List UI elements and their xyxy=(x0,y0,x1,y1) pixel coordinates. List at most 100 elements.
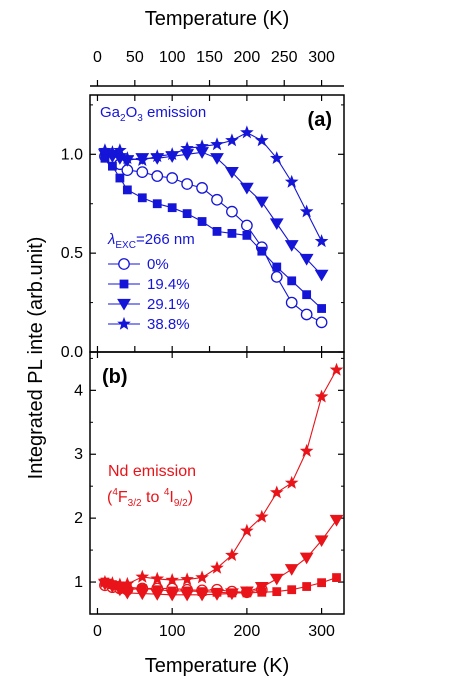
y-axis-title: Integrated PL inte (arb.unit) xyxy=(25,237,47,480)
ticks-layer: 0.0 0.5 1.0 0 50 100 150 200 250 300 1 2 3 4 0 100 200 30… xyxy=(61,49,344,640)
panel-a-ytick-label: 0.0 xyxy=(61,344,83,361)
panel-b-point-triangle-down xyxy=(254,582,269,594)
legend-marker-triangle-down xyxy=(117,298,131,311)
panel-a-point-star xyxy=(195,139,209,153)
panel-a-point-square xyxy=(272,262,282,272)
panel-b-ytick-label: 2 xyxy=(74,510,83,527)
panel-a-point-circle-open xyxy=(211,193,223,206)
panel-b-point-triangle-down xyxy=(165,589,180,602)
panel-a-point-star xyxy=(269,151,284,165)
panel-a-point-circle-open xyxy=(285,296,298,309)
panel-a-point-square xyxy=(122,185,132,195)
panel-a-label: (a) xyxy=(308,109,332,131)
panel-b-point-triangle-down xyxy=(269,573,284,586)
panel-a-point-square xyxy=(182,209,192,219)
panel-b-point-square xyxy=(317,578,326,588)
panel-b-point-triangle-down xyxy=(135,588,150,601)
panel-a-point-star xyxy=(165,147,179,161)
legend-label: 38.8% xyxy=(147,316,190,333)
panel-b-frame xyxy=(89,351,345,615)
panel-b-point-star xyxy=(105,576,120,590)
panel-b-point-triangle-down xyxy=(240,586,254,599)
panel-a-point-star xyxy=(314,234,329,248)
panel-a-ytick-label: 1.0 xyxy=(61,146,83,163)
panel-a-point-triangle-down xyxy=(269,218,284,231)
panel-a-point-star xyxy=(299,204,314,218)
panel-a-point-triangle-down xyxy=(240,182,254,195)
panel-b-point-triangle-down xyxy=(195,589,209,602)
panel-a-point-square xyxy=(167,203,177,213)
bottom-axis-title: Temperature (K) xyxy=(145,655,290,677)
panel-a-point-circle-open xyxy=(226,205,238,218)
panel-a-point-circle-open xyxy=(136,166,149,178)
top-axis-title: Temperature (K) xyxy=(145,8,290,30)
panel-b-point-star xyxy=(98,574,112,588)
panel-b-xtick-label: 100 xyxy=(159,623,186,640)
panel-a-point-star xyxy=(284,174,299,188)
panel-a-point-triangle-down xyxy=(225,166,239,179)
panel-a-point-circle-open xyxy=(166,172,179,184)
panel-a-xtick-label: 250 xyxy=(271,49,298,66)
panel-a-point-star xyxy=(180,141,194,155)
panel-b-point-star xyxy=(255,509,269,523)
panel-b-point-star xyxy=(314,389,329,403)
panel-b-point-star xyxy=(135,569,150,583)
panel-a-xtick-label: 50 xyxy=(126,49,144,66)
panel-b-point-star xyxy=(284,475,299,489)
panel-a-point-square xyxy=(115,173,125,183)
legend-marker-circle-open xyxy=(118,258,130,270)
panel-a-point-circle-open xyxy=(270,271,283,283)
legend-label: 19.4% xyxy=(147,276,190,293)
panel-b-annotation-line1: Nd emission xyxy=(108,463,196,480)
panel-b-point-triangle-down xyxy=(299,552,314,565)
panel-a-point-triangle-down xyxy=(299,253,314,266)
panel-b-point-triangle-down xyxy=(314,535,329,548)
panel-a-annotation: Ga2O3 emission xyxy=(100,104,206,124)
panel-a-point-star xyxy=(255,133,269,147)
panel-b-point-star xyxy=(113,577,127,591)
legend-label: 0% xyxy=(147,256,169,273)
panel-a-point-star xyxy=(135,153,150,167)
panel-b-point-triangle-down xyxy=(150,589,165,601)
panel-b-label: (b) xyxy=(102,366,128,388)
panel-a-point-square xyxy=(242,230,252,240)
panel-a-xtick-label: 150 xyxy=(196,49,223,66)
panel-a-ytick-label: 0.5 xyxy=(61,245,83,262)
panel-b-point-star xyxy=(195,570,209,584)
panel-a-xtick-label: 300 xyxy=(308,49,335,66)
panel-a-point-circle-open xyxy=(181,178,193,190)
panel-b-point-star xyxy=(180,572,194,586)
panel-a-point-square xyxy=(212,227,222,236)
panel-b-ytick-label: 1 xyxy=(74,574,83,591)
panel-b-plot xyxy=(98,362,344,602)
panel-a-point-star xyxy=(113,143,127,157)
panel-b-xtick-label: 0 xyxy=(93,623,102,640)
panel-b-point-star xyxy=(150,571,165,585)
panel-b-ytick-label: 4 xyxy=(74,382,83,399)
panel-b-ytick-label: 3 xyxy=(74,446,83,463)
panel-a-point-triangle-down xyxy=(284,240,299,252)
panel-a-xtick-label: 200 xyxy=(234,49,261,66)
legend-label: 29.1% xyxy=(147,296,190,313)
panel-b-point-square xyxy=(272,587,282,597)
legend-marker-star xyxy=(117,316,131,330)
panel-b-point-triangle-down xyxy=(113,584,127,597)
panel-a-point-triangle-down xyxy=(314,269,329,282)
panel-a-point-triangle-down xyxy=(254,196,269,209)
panel-a-point-star xyxy=(240,125,254,139)
panel-a-xtick-label: 0 xyxy=(93,49,102,66)
panel-a-point-square xyxy=(108,161,117,171)
panel-a-point-star xyxy=(210,137,224,151)
panel-a-xtick-label: 100 xyxy=(159,49,186,66)
panel-a-point-circle-open xyxy=(315,316,328,329)
panel-b-point-star xyxy=(210,560,224,574)
panel-a-point-circle-open xyxy=(241,219,253,232)
panel-b-point-triangle-down xyxy=(284,564,299,576)
panel-a-point-star xyxy=(98,143,112,157)
panel-a-point-square xyxy=(227,228,237,238)
panel-b-point-square xyxy=(122,582,132,592)
panel-a-point-star xyxy=(150,149,165,163)
panel-b-point-star xyxy=(225,548,239,561)
panel-b-point-square xyxy=(332,573,341,582)
panel-a-point-square xyxy=(137,193,147,203)
